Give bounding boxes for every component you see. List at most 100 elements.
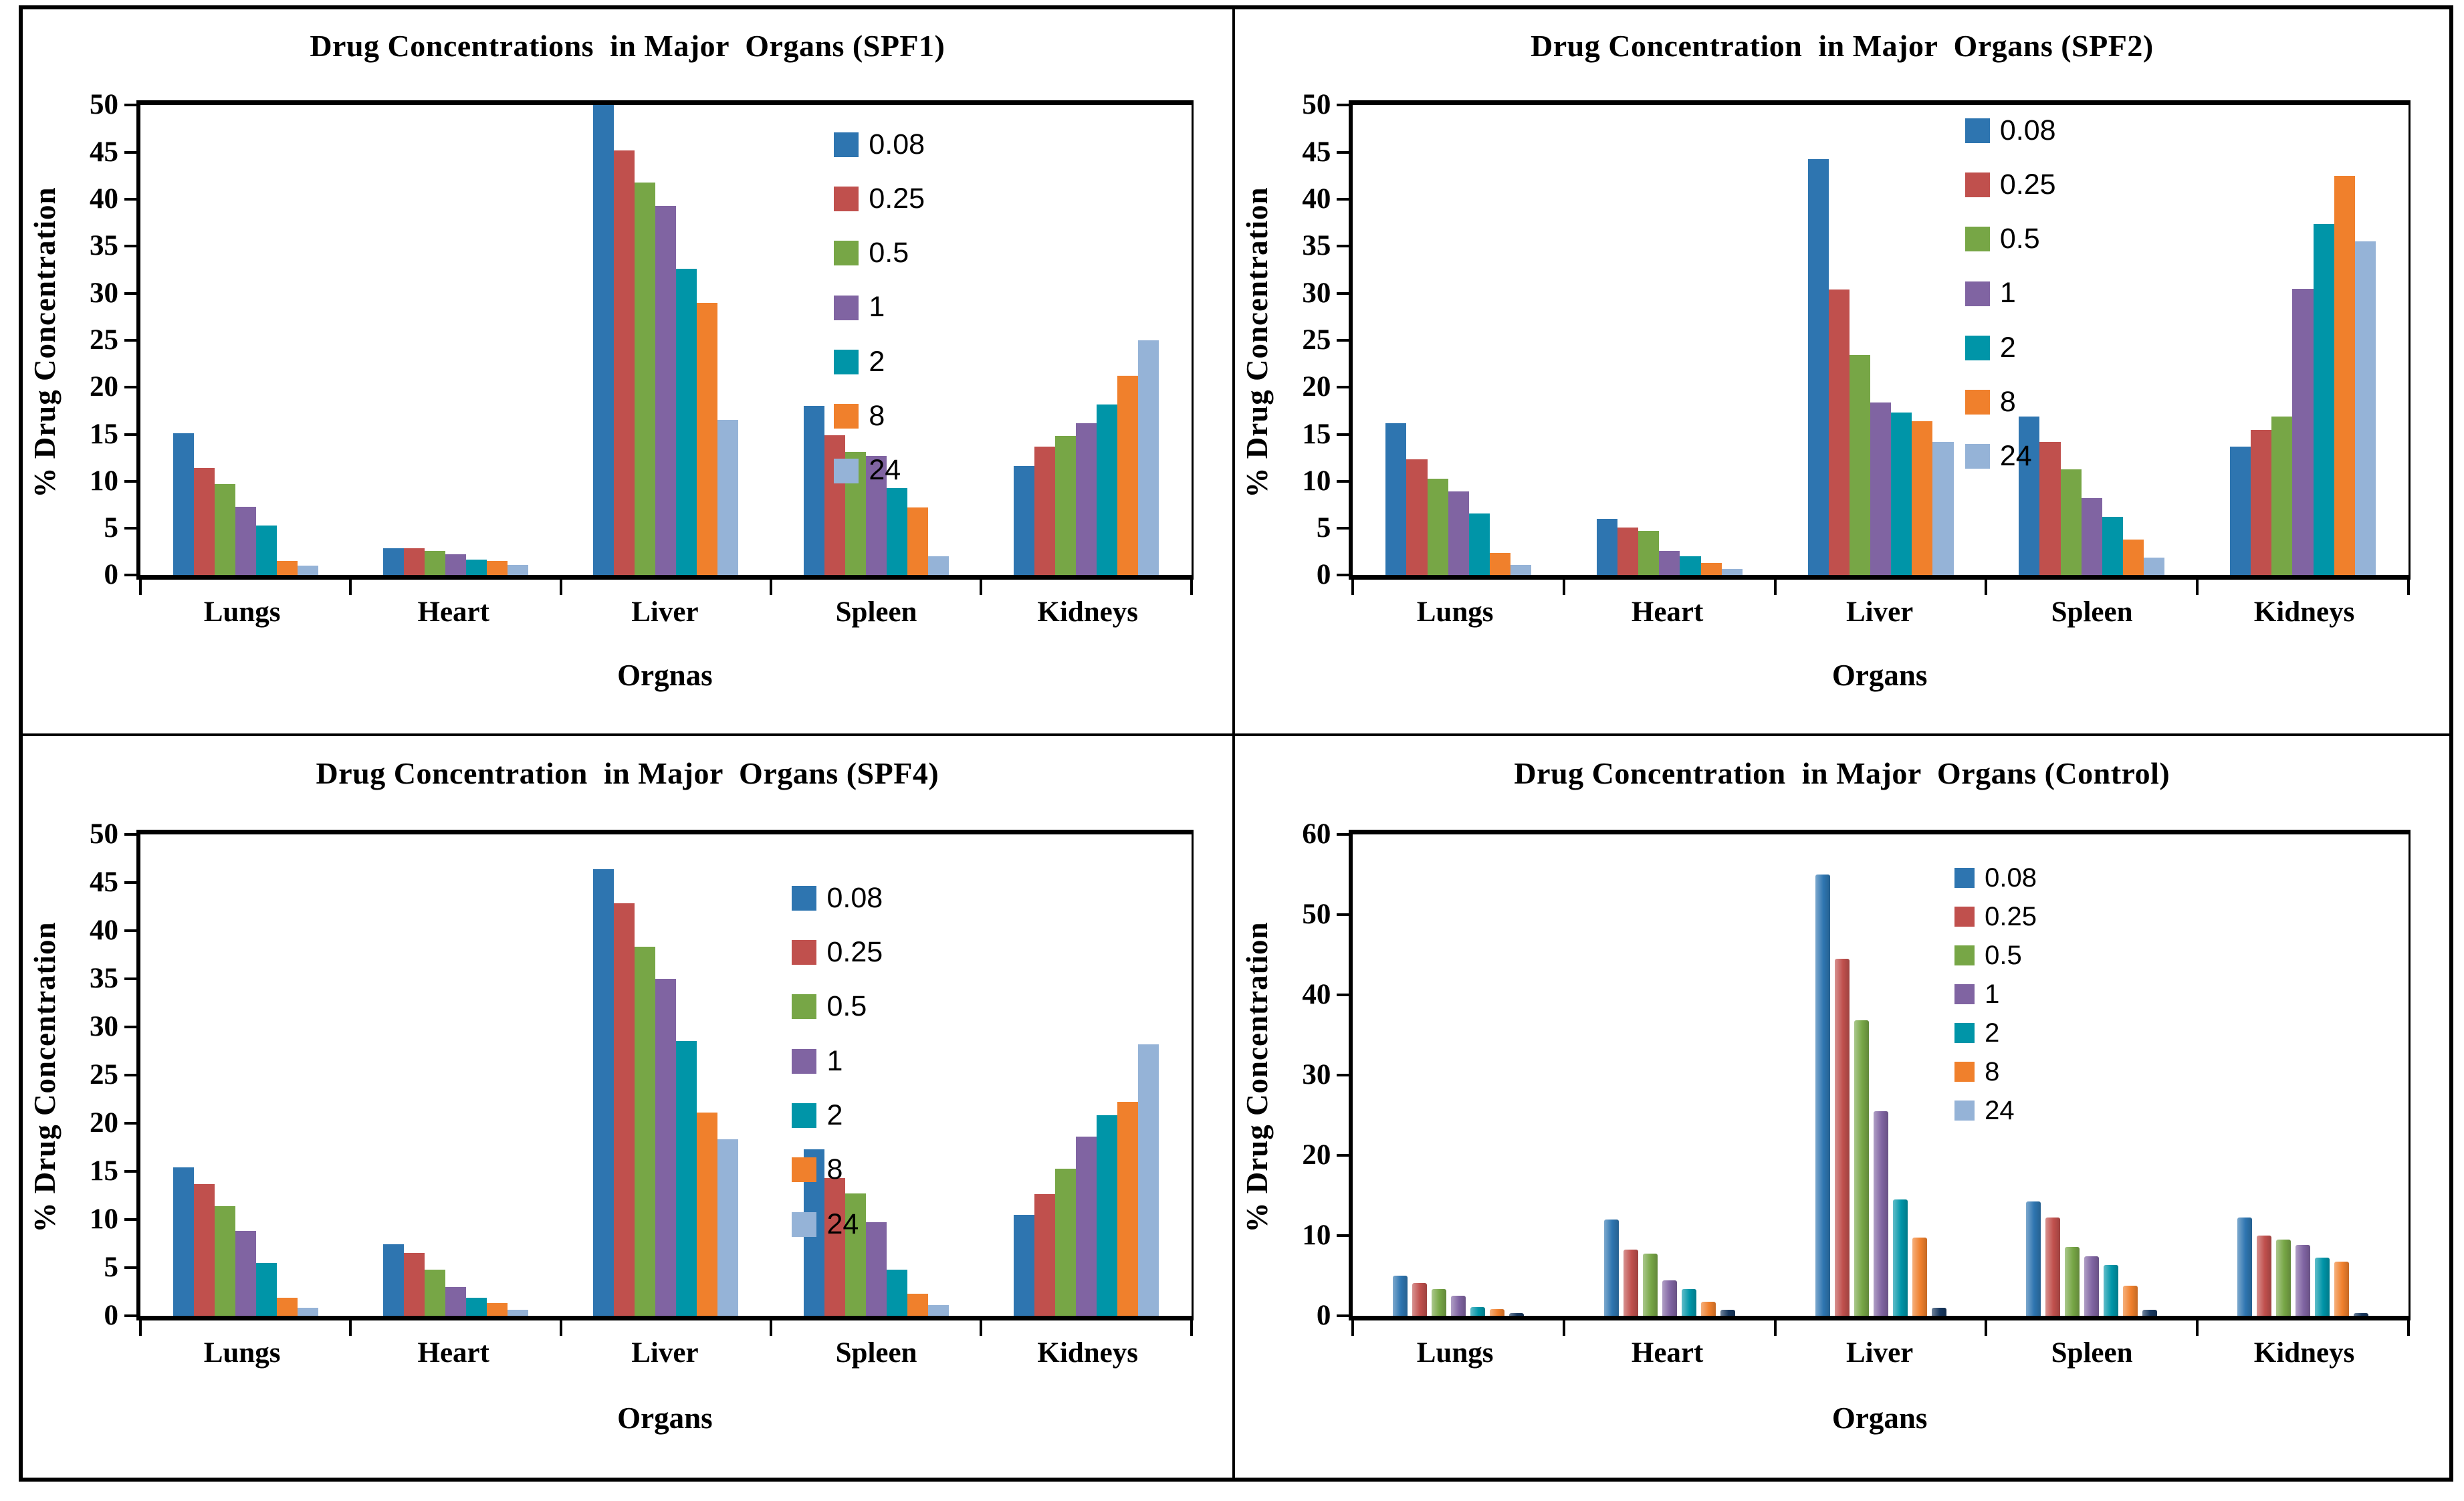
y-tick-label: 15	[1302, 418, 1331, 450]
chart-panel-spf2: Drug Concentration in Major Organs (SPF2…	[1234, 9, 2449, 737]
legend-item-2h: 2	[834, 346, 925, 378]
legend-swatch	[1954, 906, 1975, 927]
bar-liver-0.5h	[635, 182, 656, 576]
legend-item-0.5h: 0.5	[1954, 941, 2037, 970]
category-label-heart: Heart	[417, 1337, 489, 1369]
bar-kidneys-0.25h	[1034, 1194, 1056, 1316]
y-tick-label: 15	[90, 418, 118, 450]
y-tick-mark	[1337, 1153, 1351, 1157]
bar-spleen-0.08h	[2019, 416, 2040, 576]
x-category-labels: Lungs Heart Liver Spleen Kidneys	[136, 1337, 1194, 1369]
bar-group-heart	[350, 834, 560, 1316]
bar-kidneys-0.08h	[1014, 1214, 1035, 1316]
y-tick-label: 5	[1316, 512, 1331, 544]
y-tick-mark	[124, 150, 138, 154]
legend-label: 2	[826, 1099, 843, 1131]
bar-heart-0.25h	[1623, 1250, 1638, 1316]
x-tick-mark	[1190, 1318, 1193, 1336]
legend-label: 1	[1999, 277, 2016, 310]
x-tick-mark	[2406, 1318, 2410, 1336]
bar-heart-1h	[1662, 1280, 1677, 1316]
bar-lungs-0.25h	[1406, 459, 1428, 576]
bar-kidneys-0.5h	[1055, 1168, 1077, 1316]
legend-item-0.08h: 0.08	[792, 881, 883, 914]
bar-liver-2h	[676, 269, 697, 576]
bar-heart-0.5h	[1642, 1254, 1658, 1316]
bar-liver-24h	[1931, 1307, 1946, 1316]
chart-title: Drug Concentration in Major Organs (Cont…	[1514, 756, 2170, 790]
y-tick-label: 40	[1302, 978, 1331, 1010]
x-category-labels: Lungs Heart Liver Spleen Kidneys	[136, 596, 1194, 628]
bar-lungs-24h	[1510, 564, 1532, 576]
bar-spleen-2h	[2102, 517, 2123, 576]
y-tick-label: 50	[90, 89, 118, 121]
legend-item-0.08h: 0.08	[1965, 114, 2056, 146]
category-label-spleen: Spleen	[2051, 596, 2133, 628]
bar-kidneys-0.25h	[1034, 446, 1056, 576]
x-tick-mark	[1351, 578, 1355, 596]
bar-kidneys-1h	[2295, 1245, 2310, 1316]
bar-spleen-0.25h	[2039, 441, 2061, 576]
y-tick-mark	[124, 198, 138, 201]
legend-swatch	[1965, 227, 1990, 252]
bar-heart-2h	[466, 559, 487, 576]
y-tick-mark	[124, 104, 138, 107]
legend-label: 2	[869, 345, 885, 378]
legend-item-24h: 24	[792, 1207, 883, 1240]
bar-lungs-0.5h	[1427, 478, 1448, 576]
bar-liver-2h	[1891, 413, 1912, 576]
y-tick-mark	[1337, 338, 1351, 342]
bar-liver-0.25h	[614, 903, 635, 1316]
x-axis-title: Organs	[1831, 659, 1928, 693]
bar-kidneys-24h	[2354, 241, 2376, 576]
category-label-heart: Heart	[1631, 1337, 1704, 1369]
bar-liver-0.25h	[1828, 290, 1850, 576]
y-tick-label: 25	[90, 324, 118, 356]
y-tick-label: 45	[90, 136, 118, 168]
bar-group-lungs	[140, 105, 350, 576]
x-tick-mark	[349, 1318, 352, 1336]
category-label-lungs: Lungs	[203, 1337, 281, 1369]
legend-swatch	[792, 885, 817, 911]
legend-item-1h: 1	[1954, 979, 2037, 1009]
bar-kidneys-2h	[2313, 223, 2334, 576]
bar-kidneys-0.5h	[1055, 436, 1077, 576]
legend-label: 0.08	[826, 881, 883, 914]
bar-heart-0.08h	[383, 548, 405, 576]
bar-heart-8h	[1700, 1302, 1716, 1316]
legend-item-2h: 2	[792, 1099, 883, 1131]
x-axis-title: Organs	[1831, 1401, 1928, 1435]
x-tick-mark	[1773, 1318, 1777, 1336]
bar-lungs-24h	[1509, 1313, 1525, 1316]
bar-heart-24h	[1721, 568, 1743, 576]
legend-swatch	[1954, 1100, 1975, 1121]
legend: 0.08 0.25 0.5 1 2 8 24	[1965, 114, 2056, 473]
legend-swatch	[834, 295, 859, 320]
bar-spleen-24h	[2142, 1310, 2158, 1316]
legend-item-0.5h: 0.5	[792, 991, 883, 1022]
x-tick-mark	[2406, 578, 2410, 596]
bar-lungs-2h	[255, 525, 277, 576]
legend-item-8h: 8	[792, 1153, 883, 1185]
y-tick-mark	[124, 574, 138, 577]
legend-label: 0.08	[1999, 114, 2056, 146]
legend-label: 24	[1999, 440, 2032, 473]
x-tick-mark	[559, 1318, 562, 1336]
bar-liver-0.25h	[1834, 958, 1850, 1316]
bar-heart-8h	[487, 561, 508, 576]
bar-heart-0.08h	[1596, 519, 1618, 576]
chart-panel-spf1: Drug Concentrations in Major Organs (SPF…	[23, 9, 1235, 737]
y-tick-label: 15	[90, 1155, 118, 1187]
bar-spleen-8h	[2123, 1286, 2138, 1316]
bar-heart-2h	[1681, 1289, 1696, 1316]
bar-lungs-8h	[1490, 1309, 1505, 1316]
legend-label: 0.5	[1985, 940, 2022, 970]
legend-label: 1	[869, 291, 885, 324]
bar-kidneys-8h	[1117, 376, 1139, 576]
bar-group-liver	[1775, 834, 1987, 1316]
x-tick-mark	[1985, 578, 1988, 596]
bar-liver-0.5h	[1854, 1020, 1869, 1316]
bar-group-lungs	[140, 834, 350, 1316]
legend-label: 24	[826, 1207, 859, 1240]
legend-swatch	[834, 187, 859, 212]
